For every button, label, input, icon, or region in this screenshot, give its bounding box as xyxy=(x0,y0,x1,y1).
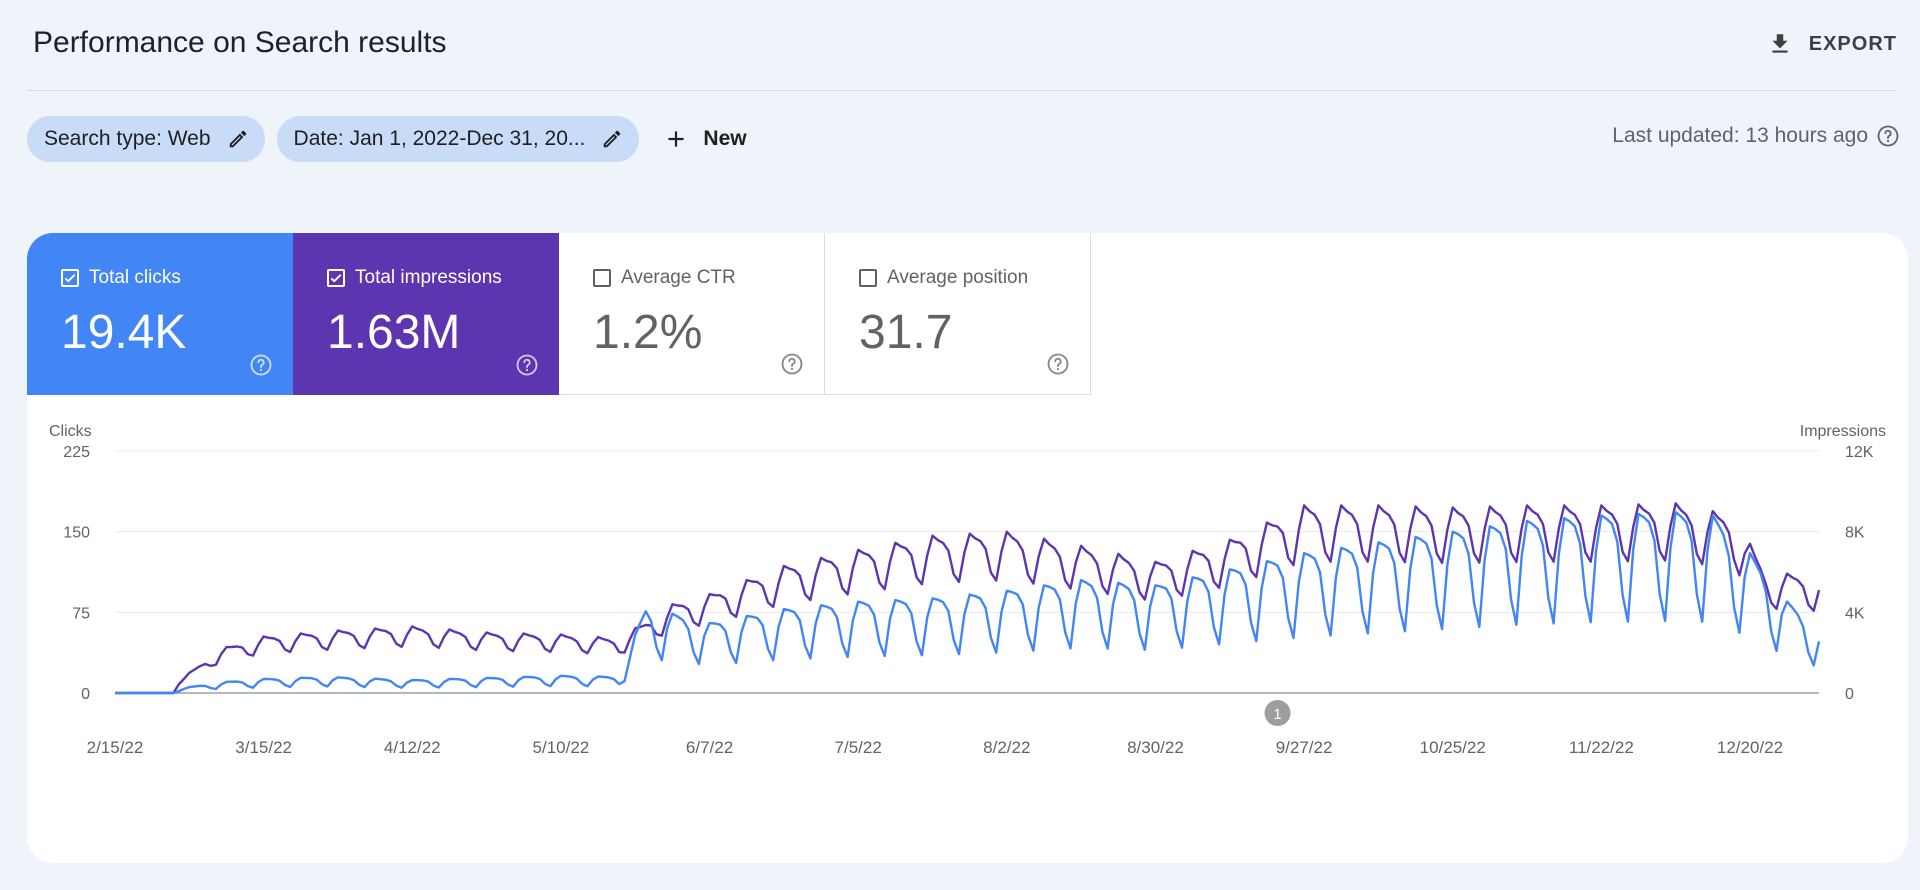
metric-tile-total-impressions[interactable]: Total impressions 1.63M xyxy=(293,233,559,395)
metric-label: Average position xyxy=(887,267,1029,288)
x-axis-tick-label: 9/27/22 xyxy=(1276,738,1333,757)
right-axis-tick-label: 12K xyxy=(1845,444,1874,461)
left-axis-tick-label: 225 xyxy=(63,444,90,461)
pencil-icon[interactable] xyxy=(601,128,623,150)
x-axis-tick-label: 8/2/22 xyxy=(983,738,1030,757)
right-axis-tick-label: 0 xyxy=(1845,686,1854,703)
download-icon xyxy=(1772,34,1788,53)
x-axis-tick-label: 8/30/22 xyxy=(1127,738,1184,757)
metric-tile-average-position[interactable]: Average position 31.7 xyxy=(825,233,1091,395)
right-axis-tick-label: 4K xyxy=(1845,605,1865,622)
help-icon[interactable] xyxy=(249,353,273,377)
new-filter-label: New xyxy=(703,127,747,150)
metric-tiles: Total clicks 19.4K Total impressions 1.6… xyxy=(27,233,1091,395)
x-axis-tick-label: 6/7/22 xyxy=(686,738,733,757)
annotation-marker xyxy=(1264,700,1291,726)
metric-value: 19.4K xyxy=(61,306,187,359)
search-type-filter-label: Search type: Web xyxy=(44,127,211,150)
plus-icon xyxy=(668,131,684,147)
checkbox-checked-icon[interactable] xyxy=(327,269,345,287)
x-axis-tick-label: 12/20/22 xyxy=(1717,738,1783,757)
metric-tile-total-clicks[interactable]: Total clicks 19.4K xyxy=(27,233,293,395)
annotation-label: 1 xyxy=(1273,706,1281,723)
x-axis-tick-label: 11/22/22 xyxy=(1569,738,1634,757)
metric-label: Total clicks xyxy=(89,267,181,288)
x-axis-tick-label: 3/15/22 xyxy=(235,738,292,757)
metric-value: 31.7 xyxy=(859,306,953,359)
x-axis-tick-label: 2/15/22 xyxy=(87,738,144,757)
metric-value: 1.2% xyxy=(593,306,703,359)
metric-tile-average-ctr[interactable]: Average CTR 1.2% xyxy=(559,233,825,395)
performance-card: Total clicks 19.4K Total impressions 1.6… xyxy=(27,233,1908,863)
performance-chart-svg: Clicks Impressions 0 75 150 225 0 4K 8K 12K 2/15/2… xyxy=(49,423,1886,757)
left-axis-tick-label: 150 xyxy=(63,525,90,542)
new-filter-button[interactable]: New xyxy=(651,116,758,162)
x-axis-tick-label: 5/10/22 xyxy=(533,738,590,757)
checkbox-unchecked-icon[interactable] xyxy=(859,269,877,287)
metric-label: Average CTR xyxy=(621,267,736,288)
series-line-total-impressions xyxy=(115,502,1821,695)
page-header: Performance on Search results EXPORT xyxy=(27,0,1897,91)
right-axis-tick-label: 8K xyxy=(1845,525,1865,542)
metric-value: 1.63M xyxy=(327,306,461,359)
last-updated: Last updated: 13 hours ago xyxy=(1612,124,1900,148)
search-type-filter-chip[interactable]: Search type: Web xyxy=(27,116,265,162)
x-axis-tick-label: 7/5/22 xyxy=(835,738,882,757)
date-filter-label: Date: Jan 1, 2022-Dec 31, 20... xyxy=(293,127,586,150)
date-filter-chip[interactable]: Date: Jan 1, 2022-Dec 31, 20... xyxy=(276,116,640,162)
checkbox-unchecked-icon[interactable] xyxy=(593,269,611,287)
performance-chart: Clicks Impressions 0 75 150 225 0 4K 8K 12K 2/15/2… xyxy=(27,395,1908,863)
left-axis-tick-label: 0 xyxy=(81,686,90,703)
x-axis-tick-label: 4/12/22 xyxy=(384,738,441,757)
help-icon[interactable] xyxy=(1046,352,1070,376)
help-icon[interactable] xyxy=(780,352,804,376)
left-axis-title: Clicks xyxy=(49,423,92,440)
export-label: EXPORT xyxy=(1808,32,1897,55)
series-line-total-clicks xyxy=(115,511,1821,695)
help-icon[interactable] xyxy=(1876,124,1900,148)
metric-label: Total impressions xyxy=(355,267,502,288)
help-icon[interactable] xyxy=(515,353,539,377)
checkbox-checked-icon[interactable] xyxy=(61,269,79,287)
left-axis-tick-label: 75 xyxy=(72,605,90,622)
page-title: Performance on Search results xyxy=(33,26,447,59)
x-axis-tick-label: 10/25/22 xyxy=(1420,738,1486,757)
export-button[interactable]: EXPORT xyxy=(1767,26,1897,62)
last-updated-text: Last updated: 13 hours ago xyxy=(1612,124,1868,147)
right-axis-title: Impressions xyxy=(1800,423,1886,440)
pencil-icon[interactable] xyxy=(227,128,249,150)
filter-bar: Search type: Web Date: Jan 1, 2022-Dec 3… xyxy=(27,116,759,162)
